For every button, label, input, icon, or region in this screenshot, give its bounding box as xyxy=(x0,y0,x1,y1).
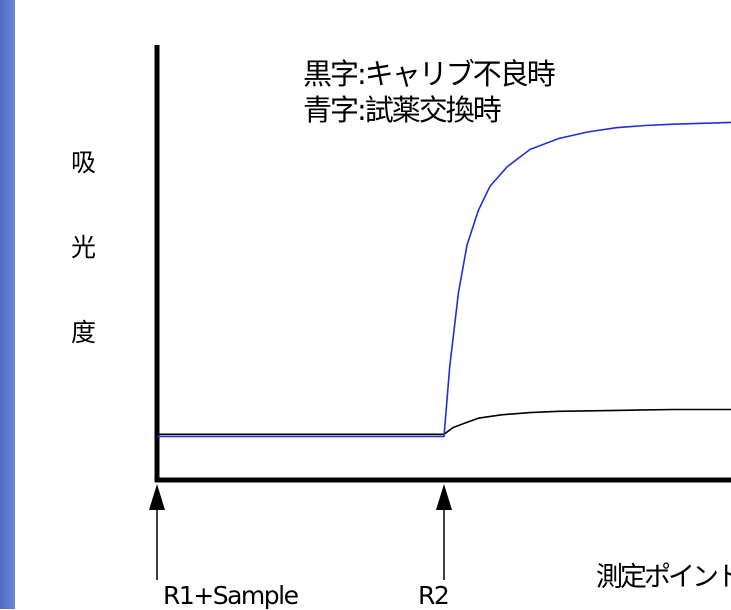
series-line-1 xyxy=(157,408,731,436)
x-axis-label: 測定ポイント xyxy=(596,562,731,593)
slide-edge-band xyxy=(0,0,15,609)
marker-label-r2: R2 xyxy=(418,581,450,610)
y-axis-label-char-1: 吸 xyxy=(71,148,97,177)
marker-arrow-head-1 xyxy=(149,484,165,510)
y-axis-label-char-3: 度 xyxy=(71,318,97,347)
series-line-2 xyxy=(157,121,731,438)
marker-label-r1-sample: R1+Sample xyxy=(163,581,299,610)
legend-blue-label: 青字:試薬交換時 xyxy=(303,93,502,127)
y-axis-label-char-2: 光 xyxy=(71,233,97,262)
marker-arrow-head-2 xyxy=(436,484,452,510)
legend-black-label: 黒字:キャリブ不良時 xyxy=(303,57,556,91)
